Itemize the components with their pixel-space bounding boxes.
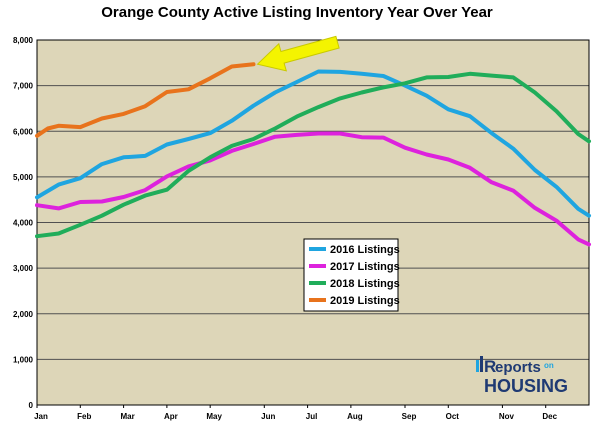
logo-text-housing: HOUSING bbox=[484, 376, 568, 396]
series-line-2017 bbox=[35, 131, 591, 247]
x-tick-label: May bbox=[206, 412, 222, 421]
x-tick-label: Feb bbox=[77, 412, 91, 421]
x-tick-label: Jul bbox=[306, 412, 318, 421]
legend-label: 2019 Listings bbox=[330, 295, 400, 307]
x-tick-label: Aug bbox=[347, 412, 363, 421]
x-tick-label: Sep bbox=[402, 412, 417, 421]
series-line-2018 bbox=[35, 71, 591, 239]
y-tick-label: 2,000 bbox=[13, 310, 34, 319]
y-tick-label: 0 bbox=[29, 401, 34, 410]
x-tick-label: Mar bbox=[120, 412, 134, 421]
highlight-arrow bbox=[256, 35, 340, 72]
logo-text-reports: eports bbox=[495, 359, 541, 376]
legend-label: 2018 Listings bbox=[330, 278, 400, 290]
x-tick-label: Apr bbox=[164, 412, 178, 421]
y-tick-label: 3,000 bbox=[13, 264, 34, 273]
series-line-2019 bbox=[35, 62, 256, 138]
y-tick-label: 1,000 bbox=[13, 355, 34, 364]
legend-label: 2016 Listings bbox=[330, 244, 400, 256]
x-tick-label: Oct bbox=[446, 412, 460, 421]
y-tick-label: 6,000 bbox=[13, 127, 34, 136]
y-tick-label: 8,000 bbox=[13, 36, 34, 45]
legend-label: 2017 Listings bbox=[330, 261, 400, 273]
logo-text-r: R bbox=[484, 357, 496, 376]
logo-bar-icon bbox=[480, 356, 483, 372]
logo-text-on: on bbox=[544, 361, 554, 370]
x-tick-label: Jan bbox=[34, 412, 48, 421]
series-line-2016 bbox=[35, 69, 591, 218]
x-tick-label: Dec bbox=[542, 412, 557, 421]
x-tick-label: Nov bbox=[499, 412, 515, 421]
x-tick-label: Jun bbox=[261, 412, 275, 421]
logo-bar-icon bbox=[476, 360, 479, 372]
y-tick-label: 7,000 bbox=[13, 82, 34, 91]
y-tick-label: 5,000 bbox=[13, 173, 34, 182]
y-tick-label: 4,000 bbox=[13, 219, 34, 228]
plot-border bbox=[36, 39, 590, 406]
chart-title: Orange County Active Listing Inventory Y… bbox=[101, 4, 493, 21]
